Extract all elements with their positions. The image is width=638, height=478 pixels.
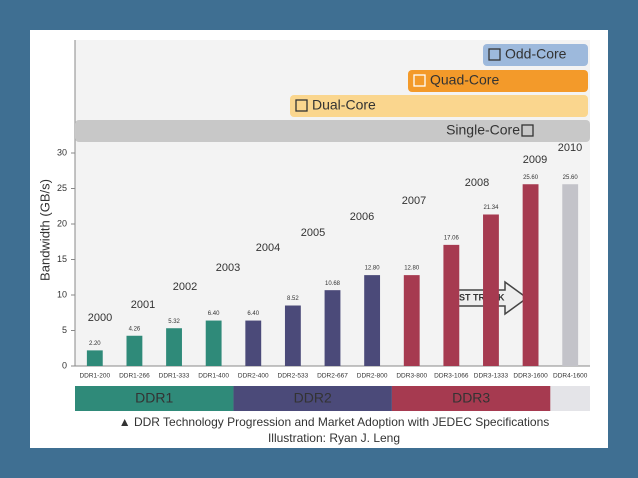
bar: [562, 184, 579, 366]
group-label: DDR1: [135, 390, 173, 406]
group-band: [233, 386, 392, 411]
core-band: [75, 120, 590, 142]
value-label: 25.60: [523, 175, 539, 181]
value-label: 17.06: [444, 235, 460, 241]
x-tick-label: DDR1-400: [198, 373, 229, 380]
value-label: 21.34: [483, 205, 499, 211]
value-label: 8.52: [287, 296, 299, 302]
x-tick-label: DDR3-1066: [434, 373, 469, 380]
group-band: [550, 386, 590, 411]
year-label: 2004: [256, 242, 280, 254]
bar: [284, 305, 301, 366]
group-band: [75, 386, 234, 411]
group-label: DDR2: [294, 390, 332, 406]
group-band: [391, 386, 551, 411]
value-label: 25.60: [563, 175, 579, 181]
x-tick-label: DDR2-533: [278, 373, 309, 380]
year-label: 2008: [465, 177, 489, 189]
bar: [483, 214, 499, 366]
core-icon: [295, 99, 308, 112]
core-label: Odd-Core: [505, 46, 567, 62]
bar: [126, 335, 143, 366]
bar: [443, 244, 460, 366]
value-label: 5.32: [168, 319, 180, 325]
bar: [364, 275, 381, 366]
bar: [86, 350, 103, 366]
year-label: 2002: [173, 281, 197, 293]
x-tick-label: DDR2-800: [357, 373, 388, 380]
x-tick-label: DDR3-1333: [474, 373, 509, 380]
year-label: 2010: [558, 142, 582, 154]
core-label: Dual-Core: [312, 97, 376, 113]
year-label: 2006: [350, 211, 374, 223]
x-tick-label: DDR1-333: [159, 373, 190, 380]
core-band: [408, 70, 588, 92]
core-icon: [413, 74, 426, 87]
bar: [403, 275, 420, 366]
bar: [522, 184, 539, 366]
group-label: DDR3: [452, 390, 490, 406]
y-tick-label: 30: [57, 147, 67, 157]
y-tick-label: 5: [62, 325, 67, 335]
bar: [166, 328, 182, 366]
x-tick-label: DDR3-1600: [513, 373, 548, 380]
year-label: 2000: [88, 312, 112, 324]
credit: Illustration: Ryan J. Leng: [268, 431, 400, 445]
x-tick-label: DDR1-266: [119, 373, 150, 380]
core-band: [290, 95, 588, 117]
x-tick-label: DDR4-1600: [553, 373, 588, 380]
value-label: 6.40: [208, 311, 220, 317]
year-label: 2001: [131, 299, 155, 311]
core-icon: [488, 48, 501, 61]
caption: ▲ DDR Technology Progression and Market …: [119, 415, 550, 429]
value-label: 4.26: [129, 326, 141, 332]
x-tick-label: DDR2-400: [238, 373, 269, 380]
year-label: 2003: [216, 262, 240, 274]
core-label: Quad-Core: [430, 72, 499, 88]
bar: [324, 290, 341, 366]
bar: [245, 320, 262, 366]
year-label: 2009: [523, 154, 547, 166]
value-label: 12.80: [365, 266, 381, 272]
y-tick-label: 25: [57, 183, 67, 193]
y-label: Bandwidth (GB/s): [37, 179, 52, 281]
annotation: FAST TRACK: [448, 292, 505, 302]
value-label: 2.20: [89, 341, 101, 347]
y-tick-label: 0: [62, 360, 67, 370]
y-tick-label: 15: [57, 254, 67, 264]
bar: [205, 320, 222, 366]
core-icon: [521, 124, 534, 137]
value-label: 12.80: [404, 266, 420, 272]
y-tick-label: 10: [57, 289, 67, 299]
x-tick-label: DDR2-667: [317, 373, 348, 380]
year-label: 2005: [301, 227, 325, 239]
x-tick-label: DDR1-200: [79, 373, 110, 380]
core-band: [483, 44, 588, 66]
year-label: 2007: [402, 195, 426, 207]
value-label: 6.40: [247, 311, 259, 317]
x-tick-label: DDR3-800: [396, 373, 427, 380]
core-label: Single-Core: [446, 122, 520, 138]
value-label: 10.68: [325, 281, 341, 287]
y-tick-label: 20: [57, 218, 67, 228]
